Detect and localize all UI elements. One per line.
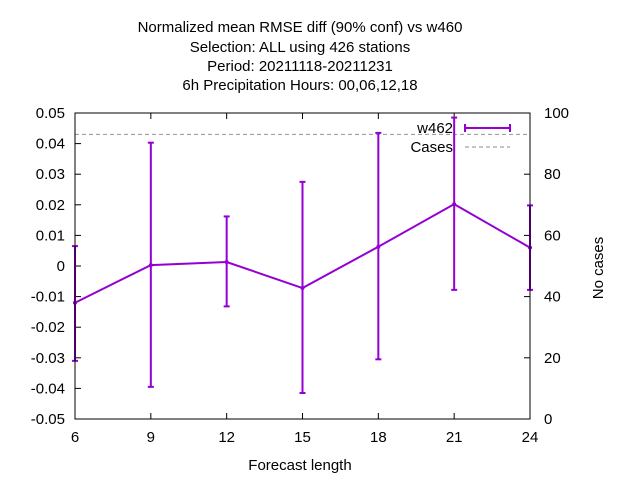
y-tick-label: -0.03 xyxy=(31,350,65,367)
y-tick-label: -0.02 xyxy=(31,319,65,336)
x-tick-label: 18 xyxy=(370,429,387,446)
x-axis-label: Forecast length xyxy=(248,457,351,474)
y-tick-label: 0.05 xyxy=(36,105,65,122)
y2-tick-labels: 100 80 60 40 20 0 xyxy=(544,105,569,428)
y-tick-label: 0.04 xyxy=(36,136,65,153)
y-tick-label: 0.03 xyxy=(36,166,65,183)
title-line-4: 6h Precipitation Hours: 00,06,12,18 xyxy=(182,77,417,94)
chart-title: Normalized mean RMSE diff (90% conf) vs … xyxy=(138,19,463,94)
data-point-w462 xyxy=(224,260,229,265)
y-tick-label: 0.02 xyxy=(36,197,65,214)
y-tick-label: 0.01 xyxy=(36,227,65,244)
legend: w462 Cases xyxy=(410,120,511,156)
y-tick-labels: 0.05 0.04 0.03 0.02 0.01 0 -0.01 -0.02 -0.03 -0.0… xyxy=(31,105,65,428)
plot-marks xyxy=(72,116,533,394)
legend-label-w462: w462 xyxy=(416,120,453,137)
y-tick-label: -0.04 xyxy=(31,380,65,397)
data-point-w462 xyxy=(148,263,153,268)
title-line-1: Normalized mean RMSE diff (90% conf) vs … xyxy=(138,19,463,36)
plot-frame xyxy=(74,112,531,420)
title-line-2: Selection: ALL using 426 stations xyxy=(190,39,410,56)
y2-tick-label: 40 xyxy=(544,289,561,306)
data-point-w462 xyxy=(300,286,305,291)
y2-axis-label: No cases xyxy=(590,237,607,300)
x-tick-labels: 6 9 12 15 18 21 24 xyxy=(71,429,539,446)
x-tick-label: 21 xyxy=(446,429,463,446)
y-tick-label: 0 xyxy=(57,258,65,275)
legend-label-cases: Cases xyxy=(410,139,453,156)
title-line-3: Period: 20211118-20211231 xyxy=(207,58,393,75)
data-point-w462 xyxy=(452,202,457,207)
y-tick-label: -0.05 xyxy=(31,411,65,428)
x-tick-label: 15 xyxy=(294,429,311,446)
data-point-w462 xyxy=(376,244,381,249)
y-tick-label: -0.01 xyxy=(31,289,65,306)
y2-tick-label: 100 xyxy=(544,105,569,122)
y2-tick-label: 80 xyxy=(544,166,561,183)
x-tick-label: 24 xyxy=(522,429,539,446)
x-tick-label: 12 xyxy=(218,429,235,446)
y2-tick-label: 0 xyxy=(544,411,552,428)
x-tick-label: 6 xyxy=(71,429,79,446)
y2-tick-label: 60 xyxy=(544,227,561,244)
y2-tick-label: 20 xyxy=(544,350,561,367)
x-tick-label: 9 xyxy=(147,429,155,446)
